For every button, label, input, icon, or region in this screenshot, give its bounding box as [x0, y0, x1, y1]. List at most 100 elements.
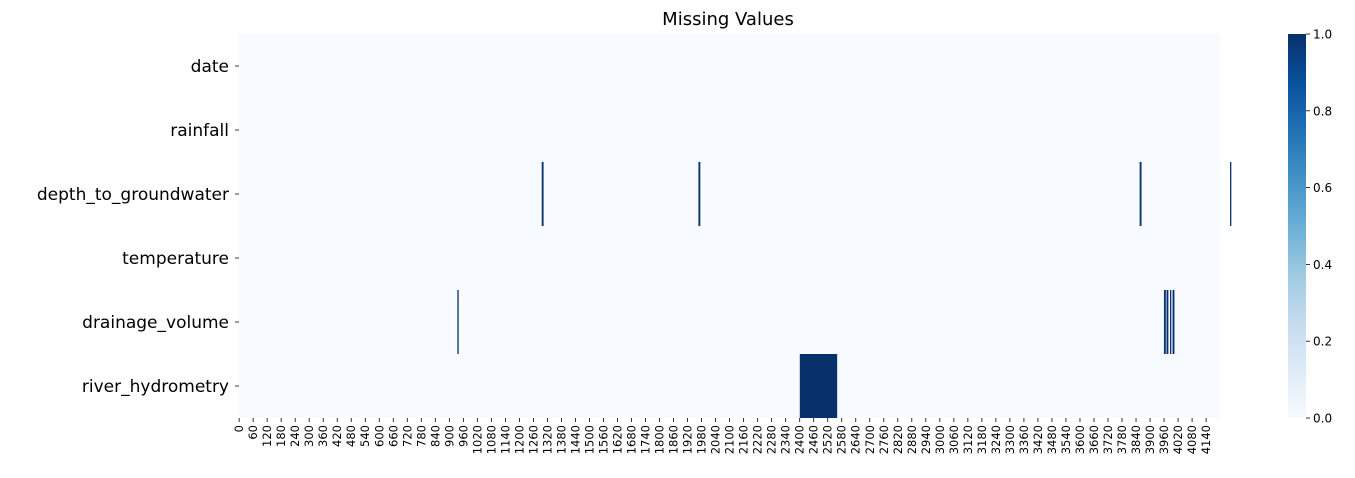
colorbar-gradient [1288, 34, 1306, 418]
x-tick-label: 240 [288, 425, 302, 447]
x-tick-label: 3900 [1143, 425, 1157, 454]
missing-cell-drainage_volume [1172, 290, 1175, 354]
x-tick-label: 4140 [1199, 425, 1213, 454]
x-tick-label: 3540 [1059, 425, 1073, 454]
x-tick-label: 4020 [1171, 425, 1185, 454]
x-tick-label: 540 [358, 425, 372, 447]
x-tick-label: 3660 [1087, 425, 1101, 454]
x-tick-label: 1620 [611, 425, 625, 454]
x-tick-label: 960 [456, 425, 470, 447]
x-tick-label: 3300 [1003, 425, 1017, 454]
x-tick-label: 2580 [835, 425, 849, 454]
x-tick-label: 3000 [933, 425, 947, 454]
x-tick-label: 3780 [1115, 425, 1129, 454]
x-tick-label: 420 [330, 425, 344, 447]
y-tick-label: rainfall [170, 121, 229, 141]
missing-cell-depth_to_groundwater [541, 162, 544, 226]
x-tick-label: 600 [372, 425, 386, 447]
x-tick-label: 2160 [737, 425, 751, 454]
x-tick-label: 1680 [625, 425, 639, 454]
x-tick-label: 60 [246, 425, 260, 440]
x-tick-label: 3840 [1129, 425, 1143, 454]
colorbar-tick-label: 0.4 [1313, 258, 1332, 272]
missing-cell-depth_to_groundwater [698, 162, 701, 226]
x-tick-label: 2040 [709, 425, 723, 454]
x-tick-label: 480 [344, 425, 358, 447]
missing-cell-drainage_volume [1170, 290, 1172, 354]
x-tick-label: 1860 [667, 425, 681, 454]
x-tick-label: 1560 [596, 425, 610, 454]
x-tick-label: 1200 [512, 425, 526, 454]
x-tick-label: 1740 [639, 425, 653, 454]
x-tick-label: 3060 [947, 425, 961, 454]
x-tick-label: 2520 [821, 425, 835, 454]
x-tick-label: 720 [400, 425, 414, 447]
missing-cell-drainage_volume [1166, 290, 1169, 354]
x-tick-label: 120 [260, 425, 274, 447]
x-tick-label: 2700 [863, 425, 877, 454]
missing-cell-drainage_volume [1163, 290, 1166, 354]
missing-cell-drainage_volume [457, 290, 459, 354]
x-tick-label: 660 [386, 425, 400, 447]
x-tick-label: 1320 [540, 425, 554, 454]
x-tick-label: 180 [274, 425, 288, 447]
x-tick-label: 3960 [1157, 425, 1171, 454]
x-tick-label: 900 [442, 425, 456, 447]
x-tick-label: 2640 [849, 425, 863, 454]
x-tick-label: 2460 [807, 425, 821, 454]
x-tick-label: 300 [302, 425, 316, 447]
x-tick-label: 3120 [961, 425, 975, 454]
missing-cell-river_hydrometry [799, 354, 838, 418]
colorbar-tick-label: 0.2 [1313, 335, 1332, 349]
x-tick-label: 780 [414, 425, 428, 447]
missing-cell-depth_to_groundwater [1230, 162, 1232, 226]
colorbar-tick-label: 0.6 [1313, 181, 1332, 195]
colorbar-tick-label: 1.0 [1313, 28, 1332, 42]
colorbar-tick-label: 0.0 [1313, 412, 1332, 426]
x-tick-label: 2820 [891, 425, 905, 454]
x-tick-label: 3360 [1017, 425, 1031, 454]
x-tick-label: 3600 [1073, 425, 1087, 454]
x-tick-label: 2880 [905, 425, 919, 454]
x-tick-label: 1080 [484, 425, 498, 454]
heatmap-background [239, 34, 1220, 418]
x-tick-label: 1500 [582, 425, 596, 454]
x-tick-label: 1260 [526, 425, 540, 454]
y-tick-label: depth_to_groundwater [37, 185, 229, 205]
missing-cell-depth_to_groundwater [1139, 162, 1142, 226]
x-tick-label: 1440 [568, 425, 582, 454]
x-tick-label: 2340 [779, 425, 793, 454]
x-tick-label: 3480 [1045, 425, 1059, 454]
x-tick-label: 1020 [470, 425, 484, 454]
y-tick-label: date [191, 57, 229, 77]
x-tick-label: 1920 [681, 425, 695, 454]
x-tick-label: 360 [316, 425, 330, 447]
x-tick-label: 3420 [1031, 425, 1045, 454]
y-tick-label: temperature [122, 249, 229, 269]
x-tick-label: 3180 [975, 425, 989, 454]
x-tick-label: 0 [232, 425, 246, 432]
x-tick-label: 3240 [989, 425, 1003, 454]
axes: date rainfall depth_to_groundwater temperat… [37, 57, 1213, 454]
x-tick-label: 2760 [877, 425, 891, 454]
x-tick-label: 1980 [695, 425, 709, 454]
x-tick-label: 3720 [1101, 425, 1115, 454]
x-tick-label: 1140 [498, 425, 512, 454]
x-tick-label: 2400 [793, 425, 807, 454]
x-tick-label: 840 [428, 425, 442, 447]
x-tick-label: 1800 [653, 425, 667, 454]
chart-title: Missing Values [662, 9, 794, 30]
colorbar-tick-label: 0.8 [1313, 104, 1332, 118]
x-tick-label: 1380 [554, 425, 568, 454]
x-tick-label: 4080 [1185, 425, 1199, 454]
y-tick-label: drainage_volume [82, 313, 229, 333]
x-tick-label: 2940 [919, 425, 933, 454]
colorbar: 0.0 0.2 0.4 0.6 0.8 1.0 [1288, 28, 1332, 426]
x-tick-label: 2100 [723, 425, 737, 454]
x-tick-label: 2280 [765, 425, 779, 454]
plot-area [239, 34, 1232, 418]
x-tick-label: 2220 [751, 425, 765, 454]
y-tick-label: river_hydrometry [82, 377, 229, 397]
